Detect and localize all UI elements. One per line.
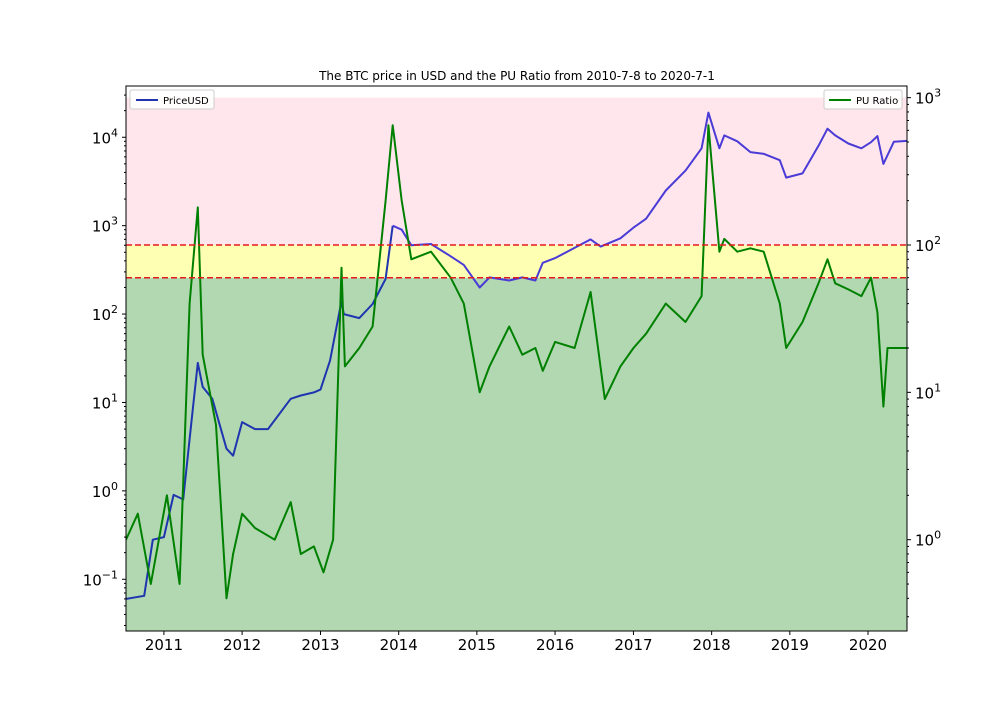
legend-pu-ratio: PU Ratio (823, 89, 903, 110)
legend-box (823, 89, 903, 110)
background-zones (126, 97, 907, 631)
x-tick-label-2013: 2013 (301, 636, 339, 654)
right-tick-label: 103 (915, 87, 941, 108)
axes: 2011 2012 2013 2014 2015 2016 2017 2018 2019 2020… (83, 85, 941, 654)
left-tick-label: 104 (92, 126, 118, 147)
zone-band-1 (126, 245, 907, 278)
right-tick-label: 101 (915, 381, 941, 402)
left-tick-label: 101 (92, 391, 118, 412)
threshold-lines (126, 244, 907, 279)
left-tick-label: 102 (92, 303, 118, 324)
x-tick-label-2015: 2015 (458, 636, 496, 654)
chart-title: The BTC price in USD and the PU Ratio fr… (318, 69, 715, 83)
series-priceusd-line-late (392, 111, 907, 289)
series-lines (126, 111, 907, 600)
legend-price-usd: PriceUSD (129, 89, 215, 110)
x-tick-label-2016: 2016 (536, 636, 574, 654)
zone-band-2 (126, 97, 907, 246)
x-tick-label-2017: 2017 (614, 636, 652, 654)
legend-label-price-usd: PriceUSD (163, 96, 209, 107)
zone-band-0 (126, 277, 907, 631)
left-tick-label: 103 (92, 215, 118, 236)
plot-frame (125, 85, 908, 632)
legend-box (129, 89, 215, 110)
x-tick-label-2014: 2014 (380, 636, 418, 654)
x-tick-label-2020: 2020 (849, 636, 887, 654)
left-tick-label: 100 (92, 480, 118, 501)
right-tick-label: 102 (915, 234, 941, 255)
x-tick-label-2018: 2018 (693, 636, 731, 654)
right-tick-label: 100 (915, 529, 941, 550)
series-pu-ratio-line (126, 124, 907, 600)
legend-label-pu-ratio: PU Ratio (856, 96, 898, 107)
x-tick-label-2019: 2019 (771, 636, 809, 654)
x-tick-label-2011: 2011 (145, 636, 183, 654)
left-tick-label: 10−1 (83, 568, 118, 589)
x-tick-label-2012: 2012 (223, 636, 261, 654)
